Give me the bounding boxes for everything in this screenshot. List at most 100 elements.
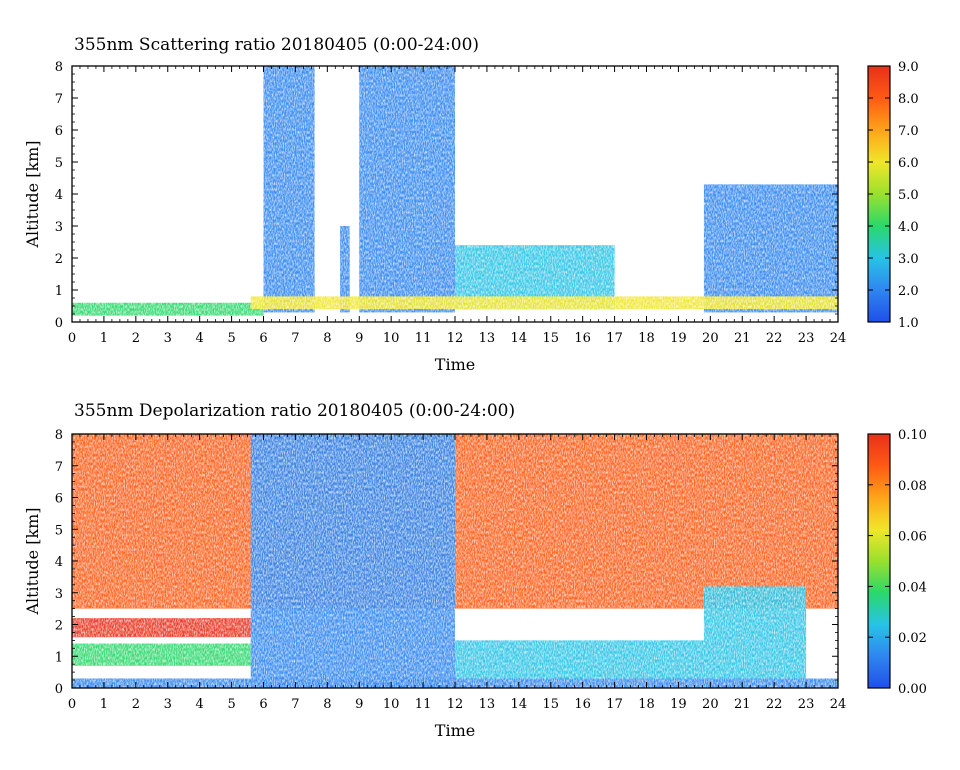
colorbar-tick-label: 5.0 — [898, 188, 919, 203]
colorbar-tick-label: 8.0 — [898, 92, 919, 107]
colorbar-tick-label: 0.06 — [898, 530, 927, 545]
x-tick-label: 19 — [670, 331, 687, 346]
y-tick-label: 8 — [55, 60, 63, 75]
data-texture — [359, 66, 417, 313]
colorbar-gradient — [868, 434, 890, 688]
x-tick-label: 8 — [323, 331, 331, 346]
x-tick-label: 2 — [132, 697, 140, 712]
x-tick-label: 13 — [479, 697, 496, 712]
x-tick-label: 13 — [479, 331, 496, 346]
x-tick-label: 5 — [227, 331, 235, 346]
colorbar-frame — [867, 433, 891, 689]
y-tick-label: 2 — [55, 252, 63, 267]
x-tick-label: 15 — [542, 697, 559, 712]
y-tick-label: 4 — [55, 188, 63, 203]
data-texture — [455, 640, 704, 679]
x-tick-label: 20 — [702, 331, 719, 346]
x-tick-label: 7 — [291, 331, 299, 346]
panel-scattering-ratio: 0 1 2 3 4 5 6 7 8 9 10 11 12 13 14 15 16 17 18 19 20 21 22 23 24… — [23, 35, 919, 374]
y-tick-label: 0 — [55, 316, 63, 331]
y-tick-label: 1 — [55, 650, 63, 665]
data-texture — [250, 434, 455, 688]
x-tick-label: 16 — [574, 697, 591, 712]
y-tick-label: 3 — [55, 587, 63, 602]
colorbar-tick-label: 4.0 — [898, 220, 919, 235]
x-tick-label: 22 — [766, 697, 783, 712]
x-tick-label: 23 — [798, 331, 815, 346]
data-texture — [263, 66, 315, 313]
x-tick-label: 15 — [542, 331, 559, 346]
y-tick-label: 0 — [55, 682, 63, 697]
x-tick-label: 3 — [164, 331, 172, 346]
y-axis-label: Altitude [km] — [23, 140, 42, 248]
x-tick-label: 16 — [574, 331, 591, 346]
x-tick-label: 9 — [355, 697, 363, 712]
y-tick-label: 6 — [55, 492, 63, 507]
data-texture — [72, 302, 264, 316]
y-tick-label: 5 — [55, 156, 63, 171]
data-texture — [250, 296, 838, 310]
x-tick-label: 0 — [68, 331, 76, 346]
colorbar-tick-label: 0.04 — [898, 580, 927, 595]
x-tick-label: 12 — [447, 331, 464, 346]
colorbar-gradient — [868, 66, 890, 322]
y-tick-label: 1 — [55, 284, 63, 299]
y-tick-label: 7 — [55, 92, 63, 107]
x-axis-label: Time — [435, 721, 475, 740]
x-tick-label: 7 — [291, 697, 299, 712]
x-tick-label: 6 — [259, 331, 267, 346]
x-tick-label: 18 — [638, 331, 655, 346]
x-tick-label: 10 — [383, 331, 400, 346]
x-tick-label: 9 — [355, 331, 363, 346]
colorbar-tick-label: 9.0 — [898, 60, 919, 75]
x-tick-label: 20 — [702, 697, 719, 712]
colorbar-tick-label: 1.0 — [898, 316, 919, 331]
panel-depolarization-ratio: 0 1 2 3 4 5 6 7 8 9 10 11 12 13 14 15 16 17 18 19 20 21 22 23 24… — [23, 401, 927, 740]
x-tick-label: 14 — [511, 697, 528, 712]
x-tick-label: 21 — [734, 697, 751, 712]
x-tick-label: 5 — [227, 697, 235, 712]
colorbar-tick-label: 0.10 — [898, 428, 927, 443]
x-tick-label: 1 — [100, 697, 108, 712]
x-axis-label: Time — [435, 355, 475, 374]
data-texture — [703, 586, 807, 679]
x-tick-label: 10 — [383, 697, 400, 712]
x-tick-label: 3 — [164, 697, 172, 712]
chart-title: 355nm Depolarization ratio 20180405 (0:0… — [74, 401, 515, 421]
x-tick-label: 0 — [68, 697, 76, 712]
colorbar-tick-label: 0.00 — [898, 682, 927, 697]
y-axis-label: Altitude [km] — [23, 507, 42, 615]
x-tick-label: 11 — [415, 331, 432, 346]
colorbar-tick-label: 2.0 — [898, 284, 919, 299]
data-texture — [72, 618, 251, 638]
colorbar-tick-label: 3.0 — [898, 252, 919, 267]
x-tick-label: 21 — [734, 331, 751, 346]
x-tick-label: 17 — [606, 697, 623, 712]
y-tick-label: 3 — [55, 220, 63, 235]
y-tick-label: 4 — [55, 555, 63, 570]
x-tick-label: 19 — [670, 697, 687, 712]
x-tick-label: 8 — [323, 697, 331, 712]
chart-title: 355nm Scattering ratio 20180405 (0:00-24… — [74, 35, 479, 55]
colorbar-tick-label: 6.0 — [898, 156, 919, 171]
data-texture — [72, 643, 251, 666]
x-tick-label: 6 — [259, 697, 267, 712]
y-tick-label: 8 — [55, 428, 63, 443]
y-tick-label: 6 — [55, 124, 63, 139]
y-tick-label: 5 — [55, 523, 63, 538]
colorbar-tick-label: 0.02 — [898, 631, 927, 646]
x-tick-label: 14 — [511, 331, 528, 346]
x-tick-label: 12 — [447, 697, 464, 712]
data-texture — [416, 66, 455, 313]
x-tick-label: 18 — [638, 697, 655, 712]
colorbar-tick-label: 7.0 — [898, 124, 919, 139]
x-tick-label: 4 — [196, 697, 204, 712]
x-tick-label: 17 — [606, 331, 623, 346]
x-tick-label: 4 — [196, 331, 204, 346]
data-texture — [703, 184, 838, 313]
x-tick-label: 22 — [766, 331, 783, 346]
data-texture — [340, 226, 350, 313]
x-tick-label: 24 — [830, 697, 847, 712]
x-tick-label: 11 — [415, 697, 432, 712]
